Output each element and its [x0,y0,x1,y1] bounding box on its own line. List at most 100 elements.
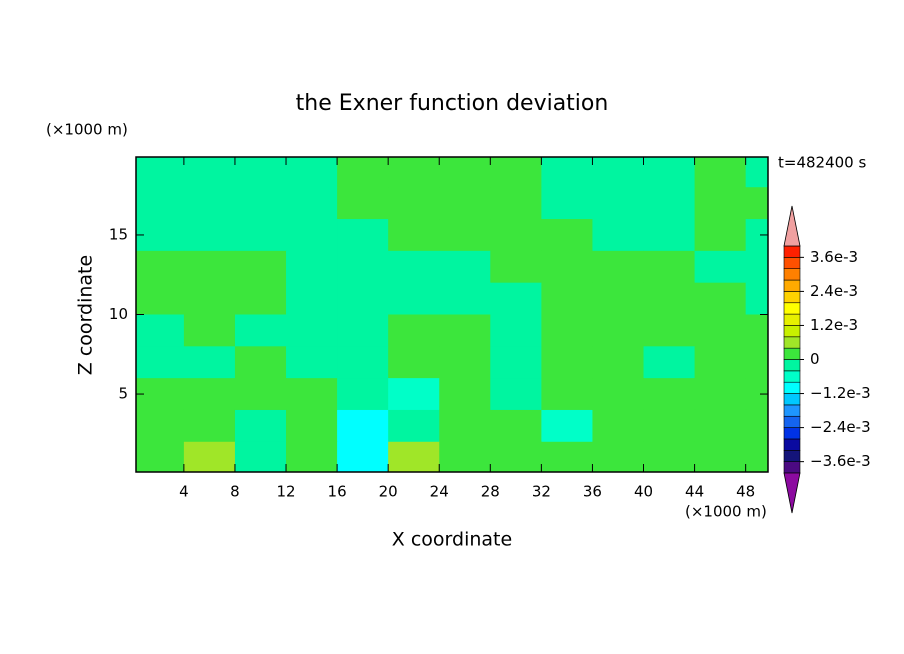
contour-cell [745,441,768,472]
contour-cell [337,441,389,472]
contour-cell [541,346,593,379]
contour-cell [490,441,542,472]
contour-cell [183,219,236,252]
contour-cell [183,314,236,347]
x-tick-label: 28 [481,483,500,501]
x-axis-label: X coordinate [392,529,512,551]
contour-cell [388,282,440,315]
contour-cell [592,409,645,443]
contour-cell [337,187,389,220]
colorbar-tick-label: 2.4e-3 [810,282,858,300]
contour-cell [439,282,491,315]
contour-cell [136,187,185,220]
colorbar-box [783,336,801,349]
contour-cell [490,157,542,188]
contour-cell [136,219,185,252]
contour-cell [745,250,768,284]
y-tick-label: 5 [118,385,128,403]
contour-cell [388,250,440,284]
colorbar-box [783,404,801,417]
time-label: t=482400 s [778,154,866,172]
contour-cell [183,282,236,315]
contour-cell [337,314,389,347]
colorbar-box [783,279,801,292]
contour-cell [388,187,440,220]
contour-cell [643,409,696,443]
contour-cell [136,378,185,411]
contour-cell [439,219,491,252]
colorbar-box [783,393,801,406]
contour-cell [694,250,747,284]
contour-cell [592,219,645,252]
contour-cell [286,409,338,443]
colorbar-box [783,268,801,281]
contour-cell [694,409,747,443]
contour-cell [541,314,593,347]
contour-cell [388,441,440,472]
colorbar-tick-label: −3.6e-3 [810,452,871,470]
contour-cell [439,378,491,411]
contour-cell [541,441,593,472]
contour-cell [439,346,491,379]
contour-cell [439,441,491,472]
contour-cell [745,409,768,443]
contour-cell [643,314,696,347]
contour-cell [286,219,338,252]
contour-cell [643,250,696,284]
colorbar-box [783,461,801,474]
contour-cell [136,314,185,347]
x-tick-label: 48 [736,483,755,501]
contour-cell [337,378,389,411]
x-tick-label: 4 [179,483,189,501]
contour-cell [541,219,593,252]
colorbar-box [783,245,801,258]
contour-cell [234,282,287,315]
contour-cell [490,378,542,411]
contour-cell [541,157,593,188]
contour-cell [136,346,185,379]
contour-cell [337,250,389,284]
contour-cell [643,346,696,379]
colorbar-box [783,438,801,451]
colorbar-tick-label: −1.2e-3 [810,384,871,402]
contour-cell [643,378,696,411]
colorbar-box [783,302,801,315]
contour-cell [745,282,768,315]
colorbar-box [783,257,801,270]
contour-cell [694,314,747,347]
contour-cell [183,250,236,284]
colorbar-box [783,415,801,428]
colorbar-over [783,205,801,247]
contour-cell [136,441,185,472]
contour-cell [643,187,696,220]
contour-cell [286,441,338,472]
contour-cell [694,282,747,315]
contour-cell [541,282,593,315]
contour-cell [136,157,185,188]
contour-cell [643,157,696,188]
contour-cell [592,282,645,315]
contour-cell [234,157,287,188]
x-tick-label: 12 [276,483,295,501]
y-tick-label: 10 [109,305,128,323]
contour-cell [694,187,747,220]
contour-cell [388,219,440,252]
contour-cell [388,409,440,443]
contour-cell [286,250,338,284]
contour-cell [286,157,338,188]
contour-cell [694,378,747,411]
contour-cell [643,219,696,252]
x-tick-label: 20 [379,483,398,501]
contour-cell [439,314,491,347]
contour-cell [439,157,491,188]
contour-cell [592,441,645,472]
contour-cell [234,346,287,379]
contour-cell [592,314,645,347]
contour-cell [643,441,696,472]
contour-cell [234,378,287,411]
x-tick-label: 40 [634,483,653,501]
colorbar-tick-label: −2.4e-3 [810,418,871,436]
x-tick-label: 24 [430,483,449,501]
contour-cell [694,346,747,379]
